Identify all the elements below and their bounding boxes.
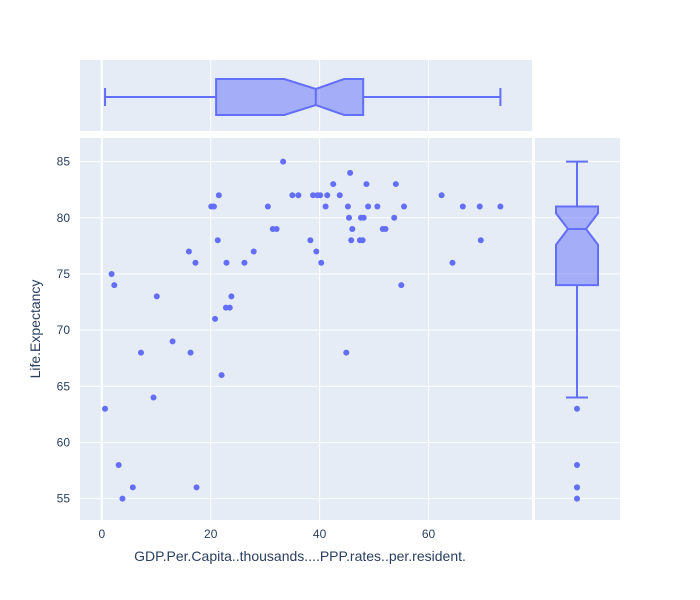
scatter-point (129, 484, 136, 491)
scatter-point (343, 349, 350, 356)
scatter-point (374, 203, 381, 210)
scatter-point (214, 237, 221, 244)
y-box-outlier-point (574, 495, 580, 502)
scatter-point (137, 349, 144, 356)
scatter-point (401, 203, 408, 210)
scatter-point (476, 203, 483, 210)
scatter-point (185, 248, 192, 255)
scatter-point (365, 203, 372, 210)
scatter-point (398, 282, 405, 289)
x-tick-label: 40 (313, 527, 327, 541)
scatter-point (226, 304, 233, 311)
scatter-point (187, 349, 194, 356)
y-box-body (555, 205, 599, 287)
scatter-point (360, 214, 367, 221)
scatter-point (318, 259, 325, 266)
grid-lines (80, 60, 620, 520)
scatter-point (497, 203, 504, 210)
scatter-point (346, 214, 353, 221)
scatter-point (324, 192, 331, 199)
scatter-point (289, 192, 296, 199)
y-box-outlier-point (574, 484, 580, 491)
x-axis-title: GDP.Per.Capita..thousands....PPP.rates..… (134, 548, 466, 564)
scatter-point (348, 237, 355, 244)
x-tick-label: 20 (204, 527, 218, 541)
scatter-point (119, 495, 126, 502)
y-tick-label: 55 (57, 492, 71, 506)
scatter-point (273, 226, 280, 233)
plot-area-main (80, 138, 532, 520)
scatter-point (102, 405, 109, 412)
y-tick-label: 65 (57, 379, 71, 393)
y-tick-label: 75 (57, 267, 71, 281)
x-box-body (215, 78, 365, 116)
scatter-point (307, 237, 314, 244)
scatter-point (264, 203, 271, 210)
x-tick-label: 0 (98, 527, 105, 541)
scatter-point (108, 270, 115, 277)
scatter-point (322, 203, 329, 210)
scatter-point (449, 259, 456, 266)
scatter-point (111, 282, 118, 289)
scatter-point (223, 259, 230, 266)
scatter-point (344, 203, 351, 210)
y-axis-title: Life.Expectancy (27, 280, 43, 379)
scatter-point (192, 259, 199, 266)
scatter-point (359, 237, 366, 244)
scatter-point (250, 248, 257, 255)
scatter-point (392, 181, 399, 188)
scatter-point (317, 192, 324, 199)
scatter-point (313, 248, 320, 255)
y-tick-label: 60 (57, 435, 71, 449)
scatter-point (363, 181, 370, 188)
y-box-outlier-point (574, 405, 580, 412)
scatter-point (215, 192, 222, 199)
x-tick-label: 60 (422, 527, 436, 541)
scatter-point (241, 259, 248, 266)
scatter-point (210, 203, 217, 210)
scatter-point (295, 192, 302, 199)
scatter-point (382, 226, 389, 233)
scatter-point (347, 169, 354, 176)
y-tick-label: 70 (57, 323, 71, 337)
scatter-point (212, 315, 219, 322)
scatter-point (310, 192, 317, 199)
scatter-point (153, 293, 160, 300)
scatter-points (102, 158, 504, 502)
y-tick-label: 80 (57, 211, 71, 225)
scatter-point (336, 192, 343, 199)
scatter-point (438, 192, 445, 199)
scatter-point (193, 484, 200, 491)
scatter-point (459, 203, 466, 210)
y-box-outlier-point (574, 461, 580, 468)
marginal-box-plots (104, 78, 599, 502)
scatter-point (150, 394, 157, 401)
scatter-point (349, 226, 356, 233)
scatter-point (391, 214, 398, 221)
y-tick-label: 85 (57, 155, 71, 169)
scatter-point (477, 237, 484, 244)
scatter-point (169, 338, 176, 345)
scatter-point (115, 461, 122, 468)
tick-labels: 0 20 40 60 55 60 65 70 75 80 85 (57, 155, 436, 541)
scatter-point (218, 372, 225, 379)
scatter-point (228, 293, 235, 300)
scatter-point (280, 158, 287, 165)
scatter-point (330, 181, 337, 188)
